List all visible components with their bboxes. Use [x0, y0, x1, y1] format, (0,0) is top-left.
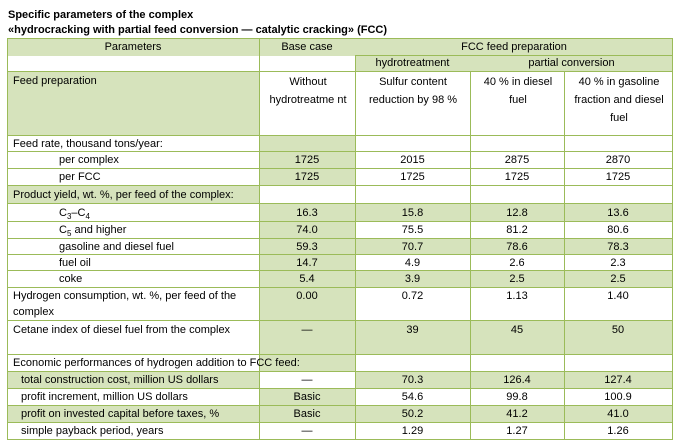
header-hydrotreatment: hydrotreatment [375, 57, 450, 69]
header-parameters: Parameters [104, 41, 162, 53]
feed-preparation-label: Feed preparation [13, 75, 97, 87]
row-hydrogen-pc2: 1.40 [607, 290, 629, 302]
row-c3c4-base: 16.3 [296, 207, 318, 219]
feed-rate-header-background [259, 136, 355, 152]
header-row-background [7, 38, 673, 56]
profit-capital-values-background [355, 406, 673, 423]
row-c5-pc1: 81.2 [506, 224, 528, 236]
feed-rate-base-background [259, 152, 355, 186]
row-per-complex-hydro: 2015 [400, 154, 425, 166]
row-profit-capital-hydro: 50.2 [401, 408, 424, 420]
row-hydrogen-pc1: 1.13 [506, 290, 528, 302]
row-profit-increment-pc2: 100.9 [604, 391, 632, 403]
table-title-line2: «hydrocracking with partial feed convers… [8, 24, 388, 36]
c3c4-row-background [355, 204, 673, 222]
section-product-yield: Product yield, wt. %, per feed of the co… [13, 189, 234, 201]
economic-base-header-background [259, 355, 355, 372]
header-fcc-feed-preparation: FCC feed preparation [461, 41, 567, 53]
cetane-row-background [259, 321, 673, 355]
construction-values-background [355, 372, 673, 389]
row-hydrogen-hydro: 0.72 [401, 290, 424, 302]
row-c3c4-label: C3–C4 [59, 207, 90, 222]
profit-capital-label-background [7, 406, 259, 423]
row-cetane-pc1: 45 [510, 324, 524, 336]
construction-label-background [7, 372, 259, 389]
row-per-fcc-base: 1725 [294, 171, 320, 183]
feed-preparation-pc1: 40 % in diesel fuel [483, 76, 553, 106]
row-profit-capital-pc2: 41.0 [607, 408, 629, 420]
row-per-fcc-hydro: 1725 [400, 171, 425, 183]
row-construction-label: total construction cost, million US doll… [21, 374, 219, 386]
row-c3c4-pc2: 13.6 [607, 207, 629, 219]
row-profit-increment-label: profit increment, million US dollars [21, 391, 188, 403]
row-c5-pc2: 80.6 [607, 224, 629, 236]
row-construction-pc2: 127.4 [604, 374, 632, 386]
feed-preparation-hydro: Sulfur content reduction by 98 % [368, 76, 458, 106]
feed-preparation-base: Without hydrotreatme nt [269, 76, 347, 106]
product-yield-header-background [7, 186, 259, 204]
row-construction-base: — [301, 374, 313, 386]
row-coke-hydro: 3.9 [404, 273, 421, 285]
row-cetane-pc2: 50 [611, 324, 625, 336]
row-gasoline-hydro: 70.7 [401, 241, 424, 253]
row-hydrogen-label: Hydrogen consumption, wt. %, per feed of… [13, 290, 237, 318]
row-construction-hydro: 70.3 [401, 374, 424, 386]
row-coke-base: 5.4 [299, 273, 315, 285]
yield-base-background [259, 204, 355, 288]
row-per-complex-pc2: 2870 [605, 154, 631, 166]
row-cetane-base: — [301, 324, 313, 336]
row-c3c4-hydro: 15.8 [401, 207, 424, 219]
row-per-complex-base: 1725 [294, 154, 320, 166]
row-profit-increment-base: Basic [293, 391, 321, 403]
hydrogen-base-background [259, 288, 355, 321]
row-c5-base: 74.0 [296, 224, 318, 236]
profit-base-background [259, 389, 355, 423]
row-hydrogen-base: 0.00 [296, 290, 318, 302]
section-economic: Economic performances of hydrogen additi… [13, 357, 300, 369]
row-per-fcc-pc1: 1725 [504, 171, 530, 183]
row-c5-hydro: 75.5 [401, 224, 424, 236]
table-title-line1: Specific parameters of the complex [8, 9, 194, 21]
row-fuel-oil-pc2: 2.3 [610, 257, 626, 269]
row-profit-capital-base: Basic [293, 408, 321, 420]
feed-prep-label-background [7, 72, 259, 136]
row-construction-pc1: 126.4 [503, 374, 531, 386]
row-gasoline-base: 59.3 [296, 241, 318, 253]
feed-preparation-pc2: 40 % in gasoline fraction and diesel fue… [574, 76, 664, 124]
row-coke-pc1: 2.5 [509, 273, 525, 285]
coke-row-background [355, 271, 673, 288]
row-profit-capital-pc1: 41.2 [506, 408, 528, 420]
row-fuel-oil-pc1: 2.6 [509, 257, 525, 269]
row-gasoline-pc1: 78.6 [506, 241, 528, 253]
header-partial-conversion: partial conversion [528, 57, 615, 69]
row-per-complex-label: per complex [59, 154, 119, 166]
row-payback-hydro: 1.29 [401, 425, 424, 437]
row-gasoline-label: gasoline and diesel fuel [59, 241, 174, 253]
row-per-fcc-label: per FCC [59, 171, 101, 183]
row-c5-label: C5 and higher [59, 224, 127, 239]
row-c3c4-pc1: 12.8 [506, 207, 528, 219]
row-coke-label: coke [59, 273, 83, 285]
subheader-background [355, 56, 673, 72]
row-profit-capital-label: profit on invested capital before taxes,… [21, 408, 220, 420]
row-payback-base: — [301, 425, 313, 437]
header-base-case: Base case [281, 41, 333, 53]
row-payback-label: simple payback period, years [21, 425, 164, 437]
row-profit-increment-hydro: 54.6 [401, 391, 424, 403]
row-coke-pc2: 2.5 [610, 273, 626, 285]
row-fuel-oil-label: fuel oil [59, 257, 91, 269]
row-payback-pc2: 1.26 [607, 425, 629, 437]
row-profit-increment-pc1: 99.8 [506, 391, 528, 403]
row-cetane-hydro: 39 [406, 324, 419, 336]
row-fuel-oil-hydro: 4.9 [404, 257, 421, 269]
row-fuel-oil-base: 14.7 [296, 257, 318, 269]
section-feed-rate: Feed rate, thousand tons/year: [13, 138, 163, 150]
parameters-table: Parameters Base case FCC feed preparatio… [7, 38, 673, 440]
row-per-complex-pc1: 2875 [504, 154, 530, 166]
gasoline-row-background [355, 239, 673, 255]
row-per-fcc-pc2: 1725 [605, 171, 631, 183]
row-payback-pc1: 1.27 [506, 425, 528, 437]
row-gasoline-pc2: 78.3 [607, 241, 629, 253]
row-cetane-label: Cetane index of diesel fuel from the com… [13, 324, 231, 336]
